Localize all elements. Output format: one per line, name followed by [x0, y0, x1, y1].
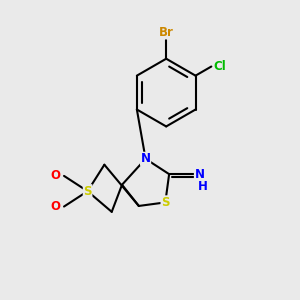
Text: S: S [83, 185, 92, 198]
Text: O: O [51, 200, 61, 213]
Text: N: N [141, 152, 151, 165]
Text: H: H [197, 180, 207, 193]
Text: Cl: Cl [214, 60, 226, 73]
Text: O: O [51, 169, 61, 182]
Text: S: S [161, 196, 170, 209]
Text: Br: Br [159, 26, 174, 39]
Text: N: N [194, 168, 205, 181]
